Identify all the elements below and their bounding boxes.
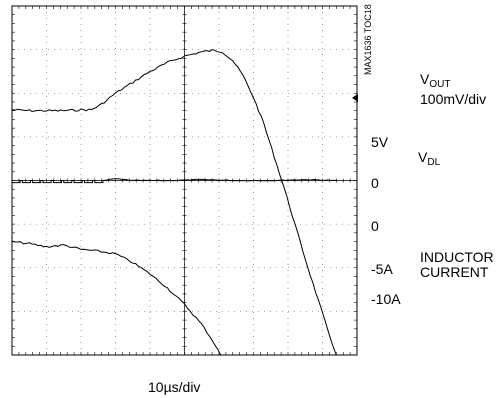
vdl-switching-trace bbox=[11, 180, 106, 184]
vdl-level-5v: 5V bbox=[371, 134, 389, 150]
vout-label-sub: OUT bbox=[429, 79, 451, 90]
vdl-label-main: V bbox=[418, 149, 428, 165]
il-name-line1: INDUCTOR bbox=[420, 249, 494, 265]
vdl-level-0: 0 bbox=[371, 175, 379, 191]
vout-label-main: V bbox=[420, 71, 430, 87]
il-level-0: 0 bbox=[371, 218, 379, 234]
trigger-marker-icon bbox=[352, 93, 358, 102]
inductor-current-trace bbox=[11, 240, 222, 356]
figure-id: MAX1636 TOC18 bbox=[363, 4, 373, 75]
vdl-label: VDL bbox=[418, 150, 440, 170]
il-level-minus10a: -10A bbox=[371, 291, 401, 307]
vout-label: VOUT bbox=[420, 72, 450, 92]
il-level-minus5a: -5A bbox=[371, 261, 393, 277]
vdl-label-sub: DL bbox=[427, 157, 441, 168]
vout-scale: 100mV/div bbox=[420, 91, 487, 107]
x-axis-label: 10µs/div bbox=[148, 379, 201, 395]
il-name-line2: CURRENT bbox=[420, 264, 489, 280]
vdl-trace bbox=[103, 178, 337, 182]
vout-trace bbox=[11, 49, 337, 356]
